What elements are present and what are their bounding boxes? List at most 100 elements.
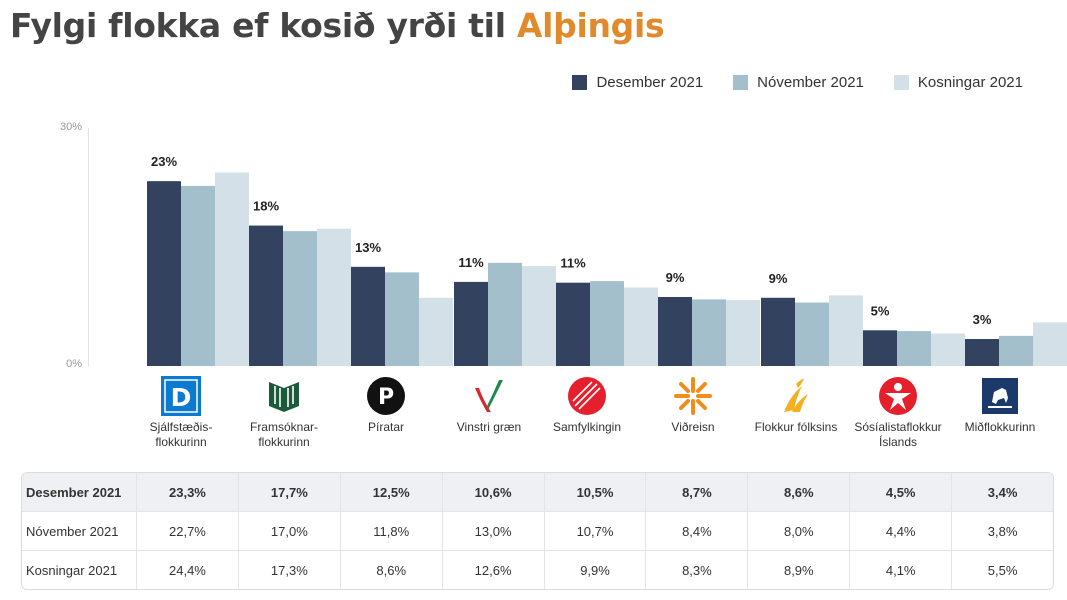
bar-kosningar-vidreisn [726,300,760,366]
bar-desember-piratar [351,266,385,366]
table-cell: 12,5% [339,473,442,511]
table-cell: 10,7% [543,512,646,550]
legend-item-kosningar: Kosningar 2021 [893,74,1023,91]
title-accent: Alþingis [516,6,665,45]
party-label-midflokkurinn: Miðflokkurinn [964,420,1036,434]
bar-kosningar-sosialistaflokkur [931,333,965,366]
y-axis-bottom-label: 0% [66,358,82,370]
table-cell: 3,8% [951,512,1053,550]
table-row-label: Desember 2021 [26,484,122,500]
pirate-flag-icon: P [366,376,406,416]
table-row-label: Nóvember 2021 [26,523,119,539]
legend: Desember 2021 Nóvember 2021 Kosningar 20… [572,74,1023,91]
horse-logo-icon [980,376,1020,416]
table-cell: 10,5% [543,473,646,511]
data-label-sjalfstaedisflokkurinn: 23% [151,154,177,169]
table-cell: 8,6% [747,473,849,511]
party-label-framsoknarflokkurinn: Framsóknar- flokkurinn [249,420,318,449]
bar-desember-framsoknarflokkurinn [249,225,283,366]
legend-item-desember: Desember 2021 [572,74,703,91]
bar-desember-vinstri-graen [454,281,488,366]
bar-kosningar-piratar [419,297,453,366]
bar-november-piratar [385,272,419,366]
party-label-sjalfstaedisflokkurinn: Sjálfstæðis- flokkurinn [149,420,213,449]
table-row-kosningar: Kosningar 2021 24,4% 17,3% 8,6% 12,6% 9,… [22,550,1053,589]
table-cell: 13,0% [441,512,544,550]
data-label-samfylkingin: 11% [560,256,586,271]
table-cell: 5,5% [951,551,1053,589]
party-label-piratar: Píratar [367,420,404,434]
bar-november-sosialistaflokkur [897,331,931,366]
legend-swatch-kosningar [893,75,909,90]
bar-november-sjalfstaedisflokkurinn [181,185,215,366]
bar-kosningar-flokkur-folksins [829,295,863,366]
v-check-icon [469,376,509,416]
table-cell: 4,5% [849,473,951,511]
data-label-piratar: 13% [355,240,381,255]
bar-november-midflokkurinn [999,335,1033,366]
legend-label-desember: Desember 2021 [596,74,704,91]
data-label-sosialistaflokkur: 5% [871,303,890,318]
data-label-midflokkurinn: 3% [973,312,992,327]
table-cell: 8,7% [645,473,747,511]
sun-burst-icon [673,376,713,416]
table-row-label: Kosningar 2021 [26,562,118,578]
table-cell: 22,7% [136,512,238,550]
table-cell: 8,4% [645,512,747,550]
bar-chart: 23% 18% 13% 11% 11% 9% 9% 5% 3% [147,154,1067,366]
bar-november-flokkur-folksins [795,302,829,366]
bar-desember-flokkur-folksins [761,297,795,366]
bar-desember-midflokkurinn [965,339,999,366]
table-row-november: Nóvember 2021 22,7% 17,0% 11,8% 13,0% 10… [22,511,1053,550]
table-cell: 24,4% [136,551,238,589]
table-cell: 11,8% [339,512,442,550]
table-row-desember: Desember 2021 23,3% 17,7% 12,5% 10,6% 10… [22,473,1053,511]
bar-kosningar-framsoknarflokkurinn [317,228,351,366]
y-axis-line [88,128,89,366]
table-cell: 8,0% [747,512,849,550]
data-label-vidreisn: 9% [666,270,685,285]
data-label-vinstri-graen: 11% [458,255,484,270]
data-table: Desember 2021 23,3% 17,7% 12,5% 10,6% 10… [21,472,1054,590]
table-cell: 8,6% [339,551,442,589]
bar-november-samfylkingin [590,281,624,366]
title-main: Fylgi flokka ef kosið yrði til [10,6,517,45]
legend-item-november: Nóvember 2021 [733,74,864,91]
bar-kosningar-samfylkingin [624,287,658,366]
table-cell: 12,6% [441,551,544,589]
party-label-vidreisn: Viðreisn [671,420,715,434]
y-axis-top-label: 30% [59,121,82,133]
table-cell: 10,6% [441,473,544,511]
star-person-icon [878,376,918,416]
bar-desember-samfylkingin [556,282,590,366]
bar-desember-sosialistaflokkur [863,330,897,366]
legend-swatch-desember [572,75,588,90]
table-cell: 17,0% [237,512,340,550]
table-cell: 23,3% [136,473,238,511]
bar-november-framsoknarflokkurinn [283,231,317,366]
striped-circle-icon [567,376,607,416]
bar-november-vinstri-graen [488,262,522,366]
page-title: Fylgi flokka ef kosið yrði til Alþingis [10,6,665,45]
bar-november-vidreisn [692,299,726,366]
party-label-vinstri-graen: Vinstri græn [456,420,522,434]
party-label-sosialistaflokkur: Sósíalistaflokkur Íslands [854,420,942,449]
table-cell: 9,9% [543,551,646,589]
party-label-flokkur-folksins: Flokkur fólksins [754,420,838,434]
data-label-framsoknarflokkurinn: 18% [253,199,279,214]
legend-label-kosningar: Kosningar 2021 [917,74,1023,91]
bar-kosningar-sjalfstaedisflokkurinn [215,172,249,366]
bar-kosningar-midflokkurinn [1033,322,1067,366]
d-logo-letter: D [171,383,192,412]
table-cell: 17,3% [237,551,340,589]
pirate-logo-letter: P [378,385,394,410]
table-cell: 8,3% [645,551,747,589]
table-cell: 8,9% [747,551,849,589]
table-cell: 3,4% [951,473,1053,511]
legend-swatch-november [733,75,749,90]
data-label-flokkur-folksins: 9% [769,271,788,286]
book-logo-icon [264,376,304,416]
flame-logo-icon [776,376,816,416]
d-logo-icon: D [161,376,201,416]
table-cell: 4,4% [849,512,951,550]
